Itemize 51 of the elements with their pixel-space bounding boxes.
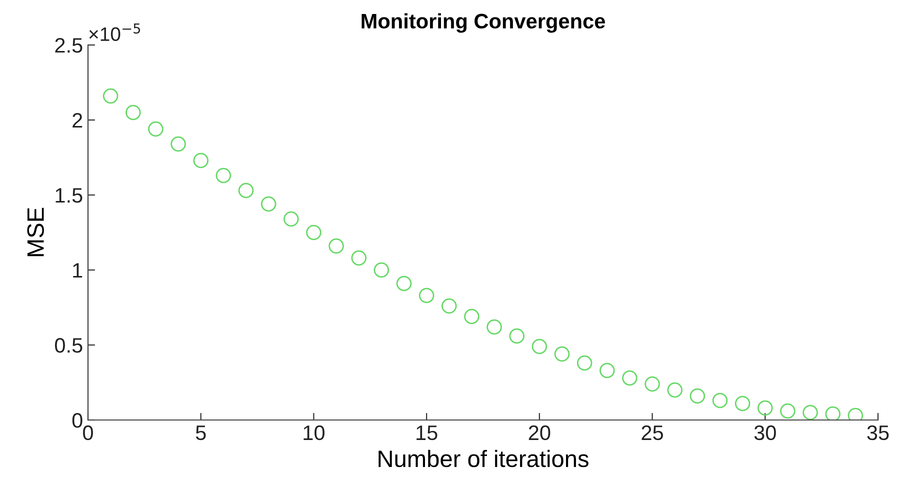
point: [576, 355, 592, 371]
point: [193, 152, 208, 168]
point: [734, 396, 750, 412]
point: [780, 403, 796, 419]
point: [284, 211, 299, 227]
x-tick-label: 10: [304, 425, 324, 440]
point: [126, 104, 141, 120]
x-tick-label: 20: [528, 425, 550, 440]
point: [351, 250, 366, 266]
point: [328, 238, 344, 254]
y-tick-label: 1.5: [56, 188, 82, 203]
chart-title: Monitoring Convergence: [362, 13, 605, 33]
x-tick-label: 25: [642, 425, 663, 440]
y-tick-label: 2: [72, 113, 82, 128]
point: [758, 400, 773, 416]
point: [260, 196, 276, 212]
point: [532, 338, 548, 354]
point: [825, 406, 840, 420]
y-tick-label: 0.5: [54, 338, 82, 353]
point: [712, 392, 728, 408]
x-axis-title: Number of iterations: [378, 450, 588, 468]
point: [374, 262, 390, 278]
point: [442, 298, 457, 314]
y-tick-label: 1: [73, 263, 82, 278]
text: ×10$^{−5}$: [89, 23, 140, 42]
point: [148, 121, 164, 137]
point: [396, 276, 412, 292]
x-tick-label: 0: [83, 425, 93, 440]
x-tick-label: 15: [416, 426, 438, 440]
point: [216, 168, 232, 184]
point: [102, 88, 118, 104]
point: [486, 319, 502, 335]
point: [306, 224, 322, 240]
point: [170, 136, 186, 152]
point: [464, 308, 480, 324]
point: [418, 288, 434, 304]
y-axis-title: MSE: [27, 208, 44, 256]
point: [509, 328, 524, 344]
point: [644, 376, 660, 392]
point: [690, 388, 706, 404]
x-tick-label: 35: [867, 425, 889, 440]
point: [802, 404, 818, 420]
point: [600, 362, 615, 378]
point: [667, 382, 682, 398]
y-tick-label: 2.5: [55, 38, 82, 53]
point: [238, 182, 254, 198]
x-tick-label: 30: [754, 425, 776, 440]
y-tick-label: 0: [72, 413, 82, 428]
point: [554, 346, 570, 362]
point: [622, 370, 638, 386]
x-tick-label: 5: [196, 426, 206, 440]
